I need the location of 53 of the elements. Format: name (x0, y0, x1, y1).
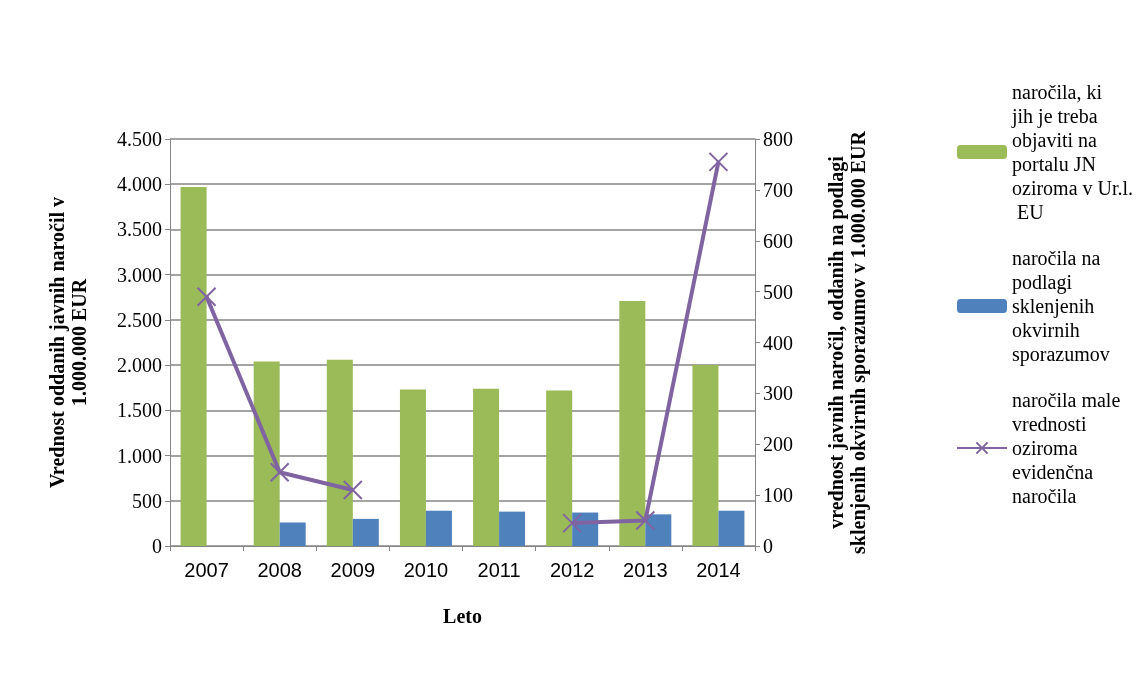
y-tick-label: 500 (132, 489, 162, 512)
x-tick-label: 2008 (257, 559, 302, 581)
point (269, 462, 290, 483)
y-tick-label: 0 (152, 535, 162, 557)
y-tick-label: 2.000 (117, 354, 162, 377)
bar (692, 365, 719, 546)
y2-tick-label: 100 (763, 484, 793, 507)
x-tick-label: 2014 (696, 559, 741, 581)
y2-tick-label: 500 (763, 280, 793, 303)
bar (352, 518, 379, 546)
y2-tick-label: 300 (763, 382, 793, 405)
y-axis-title: Vrednost oddanih javnih naročil v 1.000.000 EUR (46, 196, 90, 489)
x-tick-label: 2012 (549, 559, 595, 581)
y2-tick-label: 600 (763, 229, 793, 252)
point (196, 286, 217, 307)
y2-tick-label: 0 (763, 535, 773, 557)
bar (326, 359, 353, 546)
y2-tick-label: 400 (763, 331, 793, 354)
bar (425, 510, 452, 546)
y-tick-label: 4.500 (117, 128, 162, 150)
legend-label: naročila na podlagi sklenjenih okvirnih sporazumov (1012, 247, 1110, 366)
x-tick-label: 2009 (330, 559, 376, 581)
y2-tick-label: 700 (763, 178, 793, 201)
legend-label: naročila male vrednosti oziroma evidenčna naročila (1012, 389, 1126, 507)
bar (253, 361, 280, 546)
y-tick-label: 2.500 (117, 308, 162, 331)
bar (180, 186, 207, 546)
y-tick-label: 1.000 (117, 444, 162, 467)
bar (619, 300, 646, 546)
bar (718, 510, 745, 546)
point (708, 151, 729, 172)
bar (399, 389, 426, 546)
x-tick-label: 2013 (623, 559, 668, 581)
bar (546, 390, 573, 546)
point (635, 510, 656, 531)
bar (645, 514, 672, 546)
point (342, 480, 363, 501)
y-tick-label: 3.500 (117, 218, 162, 241)
point (562, 513, 583, 534)
y-tick-label: 1.500 (117, 399, 162, 422)
y2-tick-label: 800 (763, 128, 793, 150)
x-tick-label: 2010 (403, 559, 449, 581)
x-tick-label: 2007 (184, 559, 229, 581)
x-axis-title: Leto (443, 605, 482, 627)
bar (473, 388, 500, 546)
y-tick-label: 3.000 (117, 263, 162, 286)
y2-tick-label: 200 (763, 433, 793, 456)
bar (499, 511, 526, 546)
x-tick-label: 2011 (477, 559, 521, 581)
y2-axis-title: vrednost javnih naročil, oddanih na podlagi sklenjenih okvirnih sporazumov v 1.000.000 EUR (825, 130, 870, 554)
bar (279, 522, 306, 546)
y-tick-label: 4.000 (117, 173, 162, 196)
legend-label: naročila, ki jih je treba objaviti na portalu JN oziroma v Ur.l. EU (1011, 81, 1134, 223)
